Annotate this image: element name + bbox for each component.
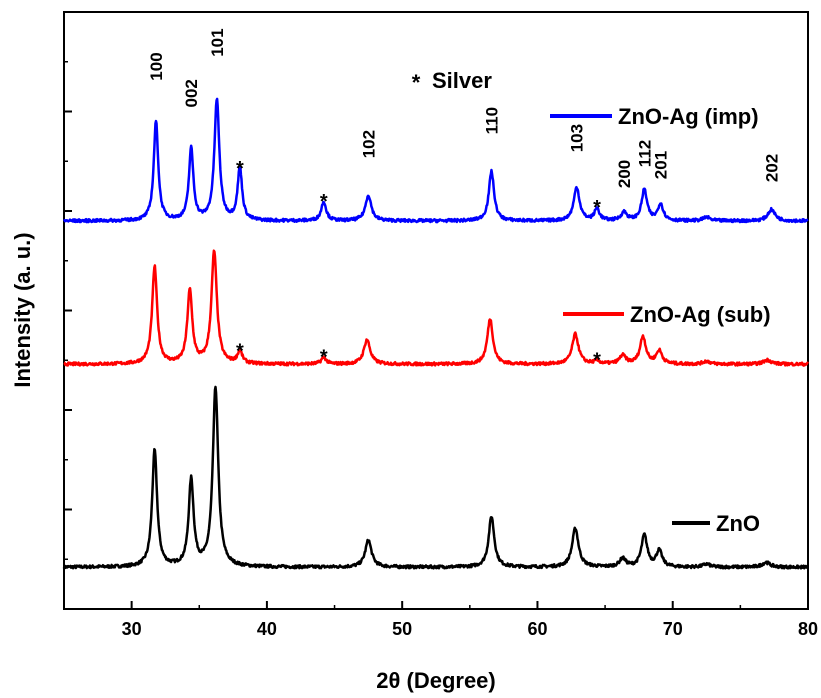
silver-marker: * <box>320 346 328 368</box>
x-tick-label: 80 <box>798 619 818 639</box>
silver-legend-star: * <box>412 70 421 95</box>
silver-legend-label: Silver <box>432 68 492 93</box>
silver-marker: * <box>236 340 244 362</box>
series-layer <box>62 97 810 570</box>
peak-label: 112 <box>635 140 654 167</box>
peak-label: 100 <box>147 52 166 80</box>
peak-label: 200 <box>615 160 634 188</box>
y-axis-ticks <box>64 11 72 610</box>
peak-label: 201 <box>652 151 671 179</box>
peak-label: 002 <box>182 79 201 107</box>
legend: * Silver ZnO ZnO-Ag (sub) ZnO-Ag (imp) <box>412 68 771 536</box>
series-line-0 <box>62 385 809 570</box>
x-tick-label: 30 <box>122 619 142 639</box>
peak-label: 202 <box>763 154 782 182</box>
silver-marker: * <box>236 158 244 180</box>
silver-marker: * <box>593 349 601 371</box>
peak-label: 110 <box>483 107 502 134</box>
legend-label-1: ZnO-Ag (sub) <box>630 302 771 327</box>
series-line-1 <box>63 249 810 367</box>
x-tick-label: 40 <box>257 619 277 639</box>
silver-marker: * <box>593 197 601 219</box>
silver-marker: * <box>320 191 328 213</box>
peak-label: 102 <box>359 130 378 158</box>
x-tick-label: 60 <box>527 619 547 639</box>
legend-label-0: ZnO <box>716 511 760 536</box>
peak-label: 101 <box>208 28 227 56</box>
x-axis-ticks: 30 40 50 60 70 80 <box>63 601 818 639</box>
silver-markers-layer: * * * * * * <box>236 158 601 371</box>
x-tick-label: 50 <box>392 619 412 639</box>
legend-label-2: ZnO-Ag (imp) <box>618 104 759 129</box>
y-axis-label: Intensity (a. u.) <box>10 232 35 387</box>
x-tick-label: 70 <box>663 619 683 639</box>
x-axis-label: 2θ (Degree) <box>376 668 496 693</box>
peak-label: 103 <box>568 124 587 152</box>
series-line-2 <box>62 97 809 224</box>
